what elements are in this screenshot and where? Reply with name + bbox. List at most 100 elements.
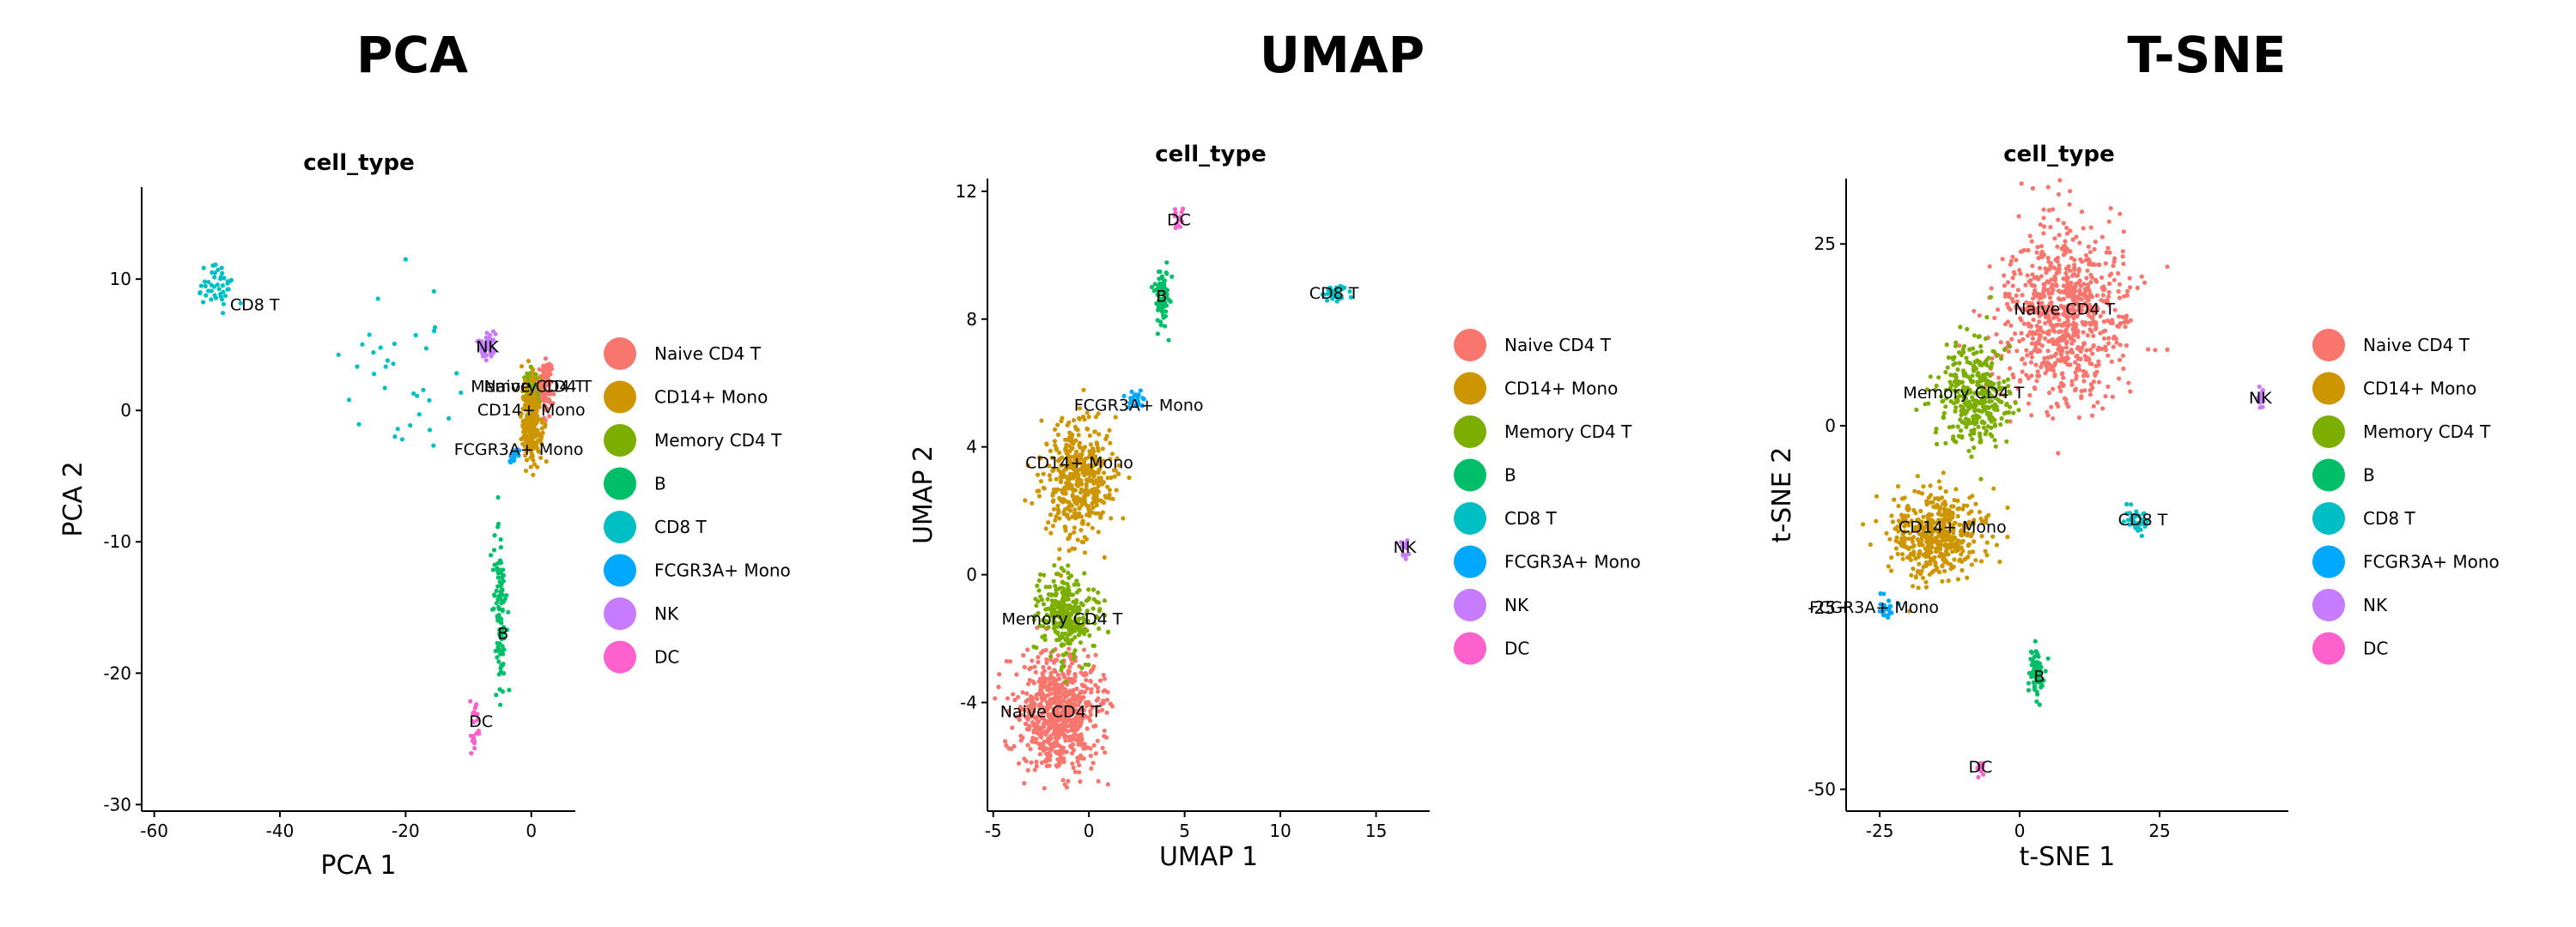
data-point bbox=[1978, 767, 1983, 772]
data-point bbox=[1048, 691, 1054, 696]
data-point bbox=[1955, 545, 1960, 550]
data-point bbox=[535, 464, 540, 470]
data-point bbox=[543, 418, 549, 423]
data-point bbox=[1941, 506, 1947, 512]
data-point bbox=[1043, 585, 1048, 590]
data-point bbox=[1074, 478, 1079, 483]
data-point bbox=[2050, 207, 2056, 212]
data-point bbox=[2069, 379, 2075, 384]
data-point bbox=[2074, 234, 2079, 239]
data-point bbox=[1108, 440, 1113, 445]
data-point bbox=[2008, 404, 2013, 409]
data-point bbox=[2078, 348, 2083, 354]
data-point bbox=[2076, 303, 2081, 308]
data-point bbox=[1938, 525, 1943, 530]
legend-swatch bbox=[1454, 372, 1486, 405]
data-point bbox=[1139, 403, 1145, 409]
data-point bbox=[1076, 702, 1081, 707]
data-point bbox=[537, 449, 542, 455]
data-point bbox=[1037, 725, 1042, 730]
data-point bbox=[1108, 495, 1113, 501]
data-point bbox=[1037, 623, 1042, 628]
data-point bbox=[1966, 448, 1971, 453]
data-point bbox=[1172, 213, 1177, 218]
legend-label: NK bbox=[2363, 595, 2388, 615]
data-point bbox=[1012, 743, 1017, 749]
data-point bbox=[1940, 579, 1945, 584]
data-point bbox=[382, 385, 387, 391]
data-point bbox=[479, 350, 485, 355]
data-point bbox=[1066, 548, 1072, 554]
data-point bbox=[1916, 585, 1921, 591]
data-point bbox=[1987, 399, 1992, 404]
data-point bbox=[1161, 287, 1166, 293]
data-point bbox=[1042, 724, 1047, 730]
data-point bbox=[1093, 652, 1098, 657]
data-point bbox=[1076, 693, 1081, 699]
data-point bbox=[2079, 209, 2085, 215]
data-point bbox=[2081, 330, 2086, 335]
data-point bbox=[1053, 685, 1058, 691]
data-point bbox=[1101, 480, 1107, 485]
data-point bbox=[1065, 456, 1070, 461]
data-point bbox=[2093, 373, 2098, 378]
data-point bbox=[1980, 760, 1985, 766]
data-point bbox=[2035, 306, 2040, 312]
data-point bbox=[2128, 318, 2133, 323]
y-tick-label: 4 bbox=[966, 437, 977, 457]
data-point bbox=[2088, 347, 2093, 353]
data-point bbox=[2097, 379, 2102, 385]
data-point bbox=[1959, 552, 1964, 557]
data-point bbox=[2024, 348, 2029, 353]
data-point bbox=[1041, 624, 1046, 629]
data-point bbox=[2048, 338, 2053, 343]
data-point bbox=[1054, 599, 1059, 604]
data-point bbox=[1181, 206, 1186, 211]
data-point bbox=[2032, 639, 2038, 644]
data-point bbox=[1935, 542, 1940, 547]
data-point bbox=[1024, 704, 1030, 709]
data-point bbox=[2041, 207, 2046, 212]
data-point bbox=[1928, 374, 1933, 379]
data-point bbox=[2002, 393, 2008, 398]
data-point bbox=[2090, 351, 2095, 356]
data-point bbox=[1052, 690, 1057, 695]
data-point bbox=[1069, 472, 1074, 477]
data-point bbox=[1971, 518, 1977, 523]
data-point bbox=[2050, 368, 2057, 373]
data-point bbox=[1052, 427, 1058, 432]
data-point bbox=[1992, 315, 1997, 321]
data-point bbox=[1933, 430, 1938, 435]
data-point bbox=[1953, 520, 1958, 525]
data-point bbox=[2083, 289, 2088, 295]
data-point bbox=[1077, 416, 1082, 421]
data-point bbox=[1079, 521, 1084, 526]
data-point bbox=[1088, 442, 1093, 447]
data-point bbox=[1024, 691, 1030, 696]
data-point bbox=[2007, 389, 2012, 394]
data-point bbox=[1900, 515, 1905, 520]
data-point bbox=[1087, 513, 1092, 518]
data-point bbox=[1978, 559, 1984, 564]
data-point bbox=[2056, 255, 2061, 260]
legend-label: FCGR3A+ Mono bbox=[654, 560, 791, 581]
data-point bbox=[1072, 516, 1078, 521]
data-point bbox=[1065, 422, 1070, 427]
data-point bbox=[2061, 276, 2066, 282]
data-point bbox=[1055, 487, 1060, 492]
data-point bbox=[1091, 449, 1097, 454]
data-point bbox=[1071, 651, 1076, 657]
data-point bbox=[1086, 587, 1091, 592]
data-point bbox=[1928, 559, 1933, 564]
data-point bbox=[1157, 269, 1162, 275]
data-point bbox=[1069, 503, 1074, 508]
data-point bbox=[526, 412, 531, 417]
data-point bbox=[1044, 763, 1049, 769]
data-point bbox=[1951, 356, 1956, 361]
data-point bbox=[1030, 658, 1035, 663]
data-point bbox=[421, 387, 426, 392]
data-point bbox=[544, 397, 550, 402]
data-point bbox=[1042, 684, 1047, 689]
data-point bbox=[1971, 416, 1976, 421]
